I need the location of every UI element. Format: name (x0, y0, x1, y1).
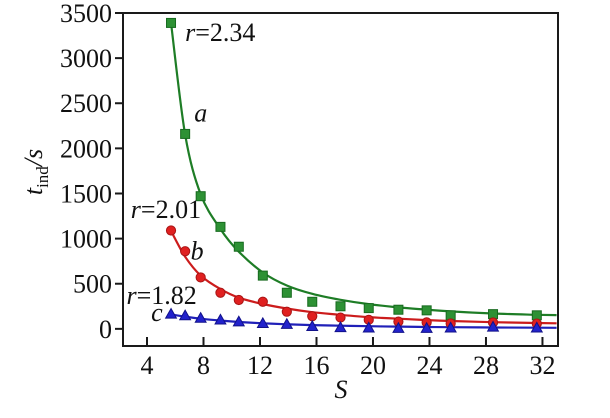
y-tick-label: 3000 (60, 44, 112, 73)
x-tick-label: 28 (473, 351, 499, 380)
x-tick-label: 20 (360, 351, 386, 380)
y-tick-label: 2000 (60, 134, 112, 163)
series-c-marker (420, 321, 433, 333)
series-c-marker (164, 307, 178, 319)
y-axis-label-unit: /s (18, 148, 48, 167)
x-tick-label: 4 (141, 351, 154, 380)
series-c-marker (392, 321, 405, 333)
series-c-curve (170, 313, 557, 329)
series-c-marker (305, 319, 319, 332)
series-b-marker (307, 311, 318, 322)
series-a-marker (531, 310, 542, 321)
y-axis-label: tind/s (19, 149, 53, 195)
series-a-marker (335, 301, 346, 312)
y-tick-label: 1000 (60, 225, 112, 254)
y-axis-label-symbol: t (18, 187, 48, 196)
series-b-marker (257, 296, 268, 307)
y-tick-label: 0 (99, 315, 112, 344)
series-a-marker (421, 305, 432, 316)
series-c-marker (256, 316, 270, 328)
series-a-marker (363, 303, 374, 314)
annotation-r-2.34: r=2.34 (185, 18, 255, 47)
series-a-marker (166, 17, 177, 28)
x-tick-label: 32 (529, 351, 555, 380)
series-c-marker (178, 309, 192, 321)
series-c-marker (486, 320, 500, 332)
series-a-marker (307, 296, 318, 307)
series-a-marker (195, 191, 206, 202)
series-c-marker (194, 311, 207, 323)
series-a-curve (169, 22, 557, 317)
annotation-c: c (151, 298, 163, 327)
series-c-marker (232, 315, 246, 327)
plot-frame (122, 12, 559, 347)
series-a-marker (257, 270, 268, 281)
annotation-b: b (191, 236, 204, 265)
series-c-marker (334, 320, 347, 333)
series-c-marker (214, 313, 227, 325)
series-a-marker (233, 241, 244, 252)
series-c-marker (444, 321, 457, 333)
x-tick-label: 8 (197, 351, 210, 380)
series-a-marker (281, 287, 292, 298)
annotation-r-2.01: r=2.01 (131, 195, 201, 224)
series-a-marker (393, 304, 404, 315)
series-b-marker (281, 306, 292, 317)
series-a-marker (180, 128, 191, 139)
series-b-marker (335, 312, 346, 323)
annotation-r-1.82: r=1.82 (127, 281, 197, 310)
annotation-a: a (194, 98, 207, 127)
series-b-marker (215, 287, 226, 298)
series-b-marker (180, 246, 191, 257)
series-b-curve (170, 230, 557, 325)
series-a-marker (488, 309, 499, 320)
x-axis-label: S (334, 375, 348, 404)
x-tick-label: 12 (247, 351, 273, 380)
series-b-marker (233, 294, 244, 306)
y-tick-label: 3500 (60, 0, 112, 28)
series-c-marker (530, 321, 544, 333)
x-tick-label: 16 (303, 351, 329, 380)
series-b-marker (165, 225, 177, 236)
y-axis-label-subscript: ind (33, 166, 53, 188)
x-tick-label: 24 (416, 351, 442, 380)
series-b-marker (195, 272, 206, 283)
series-c-marker (362, 321, 376, 333)
series-c-marker (280, 317, 294, 329)
series-a-marker (215, 221, 226, 232)
y-tick-label: 1500 (60, 179, 112, 208)
y-tick-label: 2500 (60, 89, 112, 118)
y-tick-label: 500 (73, 270, 112, 299)
